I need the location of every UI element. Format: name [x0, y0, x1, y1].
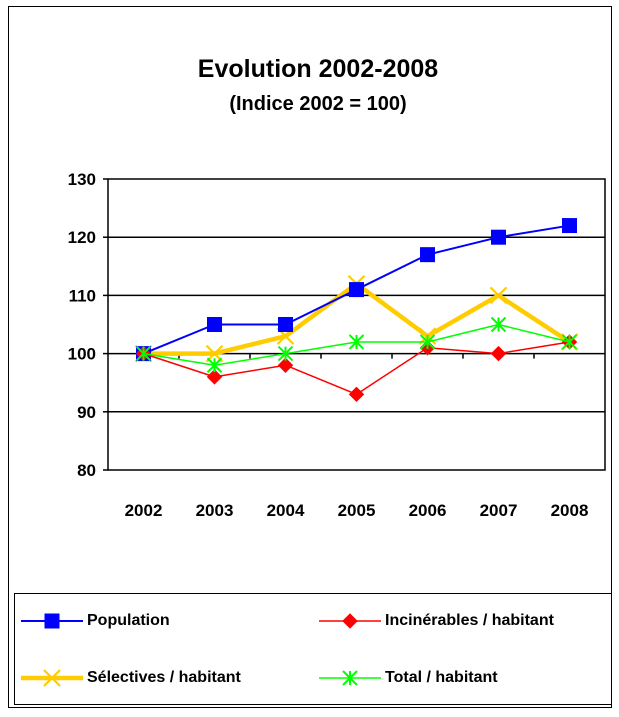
marker-diamond: [348, 386, 365, 403]
legend: Population Incinérables / habitant Sélec…: [14, 593, 612, 705]
y-tick-label: 120: [68, 228, 96, 247]
marker-square: [420, 247, 435, 263]
marker-diamond: [206, 369, 223, 385]
series-lines: [134, 218, 579, 403]
y-tick-label: 90: [77, 403, 96, 422]
marker-square: [44, 613, 60, 629]
legend-item-incinerables: Incinérables / habitant: [315, 610, 554, 632]
marker-diamond: [342, 613, 358, 629]
gridlines: [108, 236, 605, 413]
legend-symbol-population: [21, 613, 83, 629]
x-tick-label: 2006: [409, 501, 447, 520]
y-tick-label: 110: [69, 286, 96, 305]
marker-diamond: [490, 345, 507, 362]
x-tick-label: 2003: [196, 501, 234, 520]
chart-title: Evolution 2002-2008: [198, 55, 438, 83]
legend-label-total: Total / habitant: [385, 669, 498, 686]
legend-label-incinerables: Incinérables / habitant: [385, 612, 554, 629]
series-total-habitant: [135, 316, 578, 373]
x-tick-label: 2005: [338, 501, 376, 520]
plot-area: [107, 178, 606, 471]
marker-asterisk: [342, 670, 358, 686]
marker-diamond: [277, 357, 294, 373]
series-line: [143, 341, 570, 396]
x-tick-label: 2002: [125, 501, 163, 520]
legend-symbol-selectives: [21, 669, 83, 687]
x-tick-label: 2007: [480, 501, 518, 520]
x-tick-label: 2004: [267, 501, 305, 520]
marker-square: [278, 317, 293, 332]
marker-asterisk: [277, 345, 294, 362]
legend-symbol-incinerables: [319, 613, 381, 629]
legend-item-total: Total / habitant: [315, 667, 498, 689]
marker-asterisk: [561, 334, 578, 350]
marker-square: [491, 229, 506, 245]
axes: 80 90 100 110 120 130 2002 2003 2004 2005 2006 2007…: [68, 170, 589, 520]
y-tick-label: 80: [77, 461, 96, 480]
marker-square: [207, 317, 222, 332]
x-tick-label: 2008: [551, 501, 589, 520]
marker-asterisk: [419, 334, 436, 350]
marker-asterisk: [135, 345, 152, 362]
marker-square: [349, 282, 364, 298]
legend-label-population: Population: [87, 612, 170, 629]
legend-item-population: Population: [17, 610, 170, 632]
chart-subtitle: (Indice 2002 = 100): [229, 93, 406, 115]
legend-item-selectives: Sélectives / habitant: [17, 667, 241, 689]
marker-x: [489, 286, 508, 305]
marker-asterisk: [206, 357, 223, 373]
legend-symbol-total: [319, 670, 381, 686]
marker-asterisk: [490, 316, 507, 333]
marker-x: [43, 669, 61, 687]
marker-square: [562, 218, 577, 234]
y-tick-label: 100: [68, 345, 96, 364]
marker-asterisk: [348, 334, 365, 350]
y-tick-label: 130: [68, 170, 96, 189]
legend-label-selectives: Sélectives / habitant: [87, 669, 241, 686]
